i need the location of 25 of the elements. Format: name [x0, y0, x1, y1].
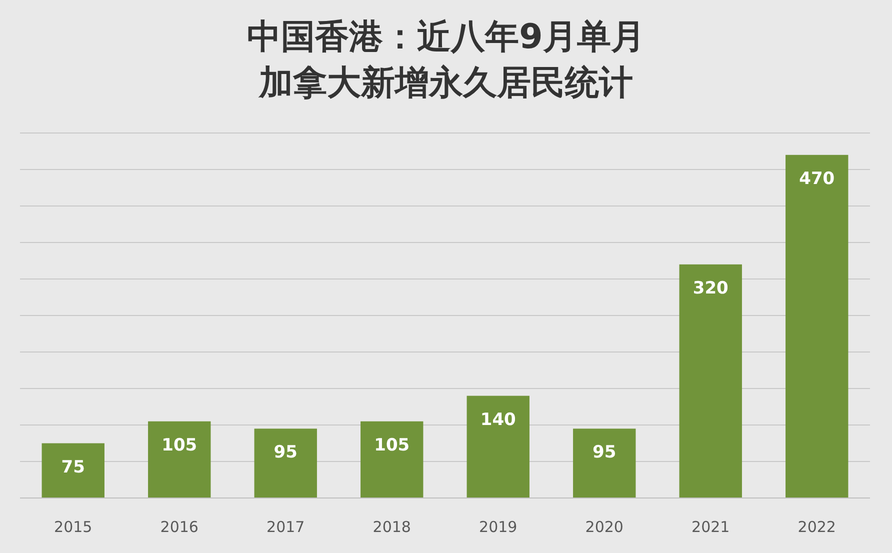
bar	[148, 421, 211, 498]
bar	[360, 421, 424, 498]
data-label: 95	[274, 442, 298, 463]
bar	[679, 264, 742, 498]
data-label: 105	[374, 435, 410, 456]
x-tick-label: 2022	[798, 518, 836, 536]
data-label: 75	[61, 457, 85, 478]
x-tick-label: 2016	[160, 518, 198, 536]
data-label: 470	[799, 168, 835, 189]
bar	[254, 428, 317, 498]
x-tick-label: 2020	[585, 518, 624, 536]
data-label: 105	[162, 435, 198, 456]
x-tick-label: 2021	[692, 518, 730, 536]
bar	[466, 396, 530, 498]
x-tick-label: 2015	[54, 518, 92, 536]
x-tick-label: 2019	[479, 518, 518, 536]
chart-title: 中国香港：近八年9月单月加拿大新增永久居民统计	[246, 16, 646, 105]
bar	[573, 428, 636, 498]
bar	[42, 443, 104, 498]
data-label: 95	[592, 442, 616, 463]
data-label: 320	[692, 278, 729, 298]
data-label: 140	[480, 410, 516, 430]
x-tick-label: 2017	[266, 518, 305, 536]
x-tick-label: 2018	[372, 518, 411, 536]
bar	[786, 154, 848, 498]
